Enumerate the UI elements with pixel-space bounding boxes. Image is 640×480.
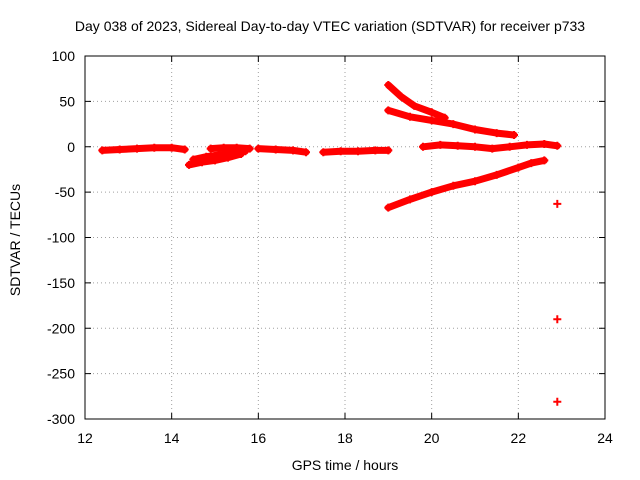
series-arc-1 [98, 143, 189, 155]
data-point [206, 144, 215, 153]
series-arc-5 [254, 144, 310, 157]
data-point [419, 142, 427, 151]
data-point [406, 195, 414, 204]
data-point [427, 116, 436, 125]
data-point [384, 81, 393, 89]
data-points [98, 81, 562, 406]
data-point [185, 160, 193, 169]
series-track [384, 106, 518, 139]
data-point [471, 125, 479, 134]
data-point [427, 188, 436, 197]
chart-title: Day 038 of 2023, Sidereal Day-to-day VTE… [74, 18, 586, 34]
data-point [245, 144, 254, 153]
data-point [449, 181, 458, 190]
axis-ticks: 12 14 16 18 20 22 24 -300 -250 -200 -150 -100 -50 0 50… [47, 48, 613, 446]
grid-lines [85, 56, 605, 419]
data-point [523, 140, 531, 149]
data-point [492, 170, 501, 179]
data-point [133, 144, 141, 153]
x-axis-label: GPS time / hours [291, 457, 399, 473]
data-point [540, 140, 549, 148]
y-tick-label: -200 [47, 320, 75, 336]
data-point [510, 131, 518, 139]
series-arc-6 [319, 146, 393, 157]
data-point [553, 141, 562, 150]
data-point [492, 129, 501, 138]
data-point [397, 92, 406, 101]
data-point [410, 101, 419, 110]
data-point [115, 145, 124, 154]
data-point [436, 140, 445, 149]
y-tick-label: -100 [47, 230, 75, 246]
series-arc-4 [206, 143, 254, 153]
y-tick-label: -300 [47, 411, 75, 427]
data-point [371, 146, 380, 155]
data-point [553, 199, 562, 208]
y-tick-label: 50 [59, 93, 75, 109]
series-outliers [553, 199, 562, 406]
data-point [514, 163, 523, 172]
data-point [553, 315, 562, 324]
data-point [150, 143, 159, 152]
data-point [427, 108, 436, 117]
data-point [540, 156, 549, 165]
data-point [302, 148, 310, 157]
series-arc-10 [384, 156, 549, 212]
data-point [553, 397, 562, 406]
data-point [289, 146, 297, 155]
data-point [471, 142, 479, 151]
y-tick-label: 0 [67, 139, 75, 155]
data-point [319, 148, 328, 157]
y-tick-label: -150 [47, 275, 75, 291]
data-point [384, 203, 393, 212]
data-point [453, 141, 462, 150]
data-point [527, 159, 536, 168]
x-tick-label: 22 [511, 430, 527, 446]
data-point [354, 147, 362, 156]
data-point [98, 146, 107, 155]
data-point [219, 143, 228, 152]
data-point [384, 106, 393, 115]
y-tick-label: -250 [47, 366, 75, 382]
x-tick-label: 12 [77, 430, 93, 446]
series-arc-8 [384, 106, 518, 139]
data-point [336, 147, 345, 156]
data-point [505, 142, 514, 151]
x-tick-label: 16 [251, 430, 267, 446]
series-arc-9 [419, 140, 562, 153]
series-track [207, 144, 254, 153]
x-tick-label: 18 [337, 430, 353, 446]
data-point [254, 144, 263, 153]
data-point [215, 150, 224, 159]
data-point [232, 143, 241, 152]
data-point [180, 145, 189, 154]
data-point [488, 144, 497, 153]
x-tick-label: 24 [597, 430, 613, 446]
data-point [202, 152, 211, 161]
y-tick-label: -50 [55, 184, 75, 200]
x-tick-label: 14 [164, 430, 180, 446]
data-point [271, 145, 280, 154]
x-tick-label: 20 [424, 430, 440, 446]
data-point [167, 143, 176, 152]
data-point [449, 120, 458, 129]
series-track [254, 145, 310, 156]
series-arc-7 [384, 81, 449, 122]
data-point [471, 177, 479, 186]
data-point [189, 155, 198, 164]
data-point [406, 112, 414, 121]
data-point [384, 146, 393, 155]
y-tick-label: 100 [52, 48, 76, 64]
